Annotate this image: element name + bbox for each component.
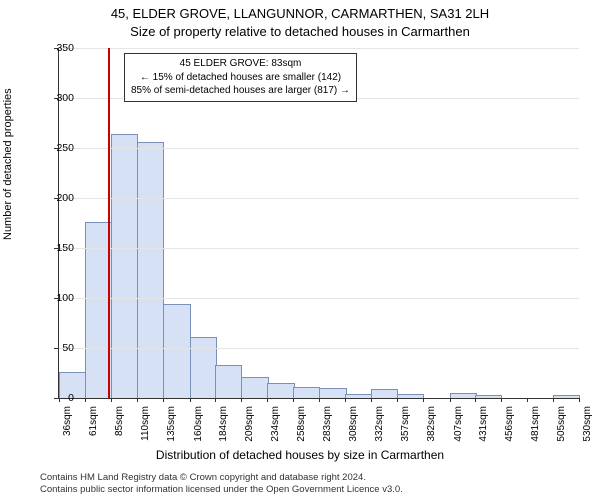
x-tick-mark bbox=[553, 398, 554, 402]
x-tick-label: 481sqm bbox=[530, 406, 541, 442]
credits-line-2: Contains public sector information licen… bbox=[40, 484, 403, 496]
x-tick-label: 36sqm bbox=[62, 406, 73, 436]
histogram-bar bbox=[293, 387, 321, 398]
x-tick-label: 85sqm bbox=[114, 406, 125, 436]
x-axis-label: Distribution of detached houses by size … bbox=[0, 448, 600, 462]
x-tick-label: 530sqm bbox=[582, 406, 593, 442]
x-tick-mark bbox=[450, 398, 451, 402]
x-tick-label: 135sqm bbox=[166, 406, 177, 442]
histogram-bar bbox=[241, 377, 269, 398]
grid-line bbox=[59, 248, 579, 249]
x-tick-label: 110sqm bbox=[140, 406, 151, 441]
x-tick-label: 505sqm bbox=[556, 406, 567, 442]
chart-subtitle: Size of property relative to detached ho… bbox=[0, 24, 600, 39]
y-tick-label: 250 bbox=[46, 142, 74, 154]
x-tick-mark bbox=[163, 398, 164, 402]
x-tick-mark bbox=[397, 398, 398, 402]
plot-area: 36sqm61sqm85sqm110sqm135sqm160sqm184sqm2… bbox=[58, 48, 579, 399]
x-tick-label: 332sqm bbox=[374, 406, 385, 442]
y-tick-label: 50 bbox=[46, 342, 74, 354]
x-tick-label: 234sqm bbox=[270, 406, 281, 442]
histogram-bar bbox=[267, 383, 295, 398]
histogram-bar bbox=[190, 337, 218, 398]
x-tick-mark bbox=[527, 398, 528, 402]
x-tick-mark bbox=[215, 398, 216, 402]
x-tick-label: 160sqm bbox=[193, 406, 204, 442]
histogram-bar bbox=[450, 393, 478, 398]
credits-line-1: Contains HM Land Registry data © Crown c… bbox=[40, 472, 403, 484]
x-tick-label: 431sqm bbox=[478, 406, 489, 442]
annotation-box: 45 ELDER GROVE: 83sqm← 15% of detached h… bbox=[124, 53, 357, 102]
x-tick-mark bbox=[241, 398, 242, 402]
grid-line bbox=[59, 148, 579, 149]
histogram-bar bbox=[137, 142, 165, 398]
histogram-bar bbox=[319, 388, 347, 398]
x-tick-mark bbox=[190, 398, 191, 402]
x-tick-label: 382sqm bbox=[426, 406, 437, 442]
x-tick-mark bbox=[137, 398, 138, 402]
x-tick-mark bbox=[319, 398, 320, 402]
histogram-bar bbox=[371, 389, 399, 398]
x-tick-mark bbox=[293, 398, 294, 402]
histogram-bar bbox=[111, 134, 139, 398]
x-tick-label: 407sqm bbox=[453, 406, 464, 442]
x-tick-mark bbox=[267, 398, 268, 402]
annotation-line-2: ← 15% of detached houses are smaller (14… bbox=[131, 71, 350, 85]
x-tick-label: 61sqm bbox=[88, 406, 99, 436]
histogram-bar bbox=[345, 394, 373, 398]
x-tick-mark bbox=[501, 398, 502, 402]
x-tick-label: 357sqm bbox=[400, 406, 411, 442]
annotation-line-3: 85% of semi-detached houses are larger (… bbox=[131, 84, 350, 98]
y-tick-label: 350 bbox=[46, 42, 74, 54]
y-tick-label: 0 bbox=[46, 392, 74, 404]
annotation-line-1: 45 ELDER GROVE: 83sqm bbox=[131, 57, 350, 71]
chart-container: 45, ELDER GROVE, LLANGUNNOR, CARMARTHEN,… bbox=[0, 0, 600, 500]
x-tick-mark bbox=[345, 398, 346, 402]
x-tick-mark bbox=[371, 398, 372, 402]
x-tick-label: 209sqm bbox=[244, 406, 255, 442]
credits: Contains HM Land Registry data © Crown c… bbox=[40, 472, 403, 496]
x-tick-mark bbox=[423, 398, 424, 402]
histogram-bar bbox=[397, 394, 425, 398]
x-tick-label: 283sqm bbox=[322, 406, 333, 442]
grid-line bbox=[59, 198, 579, 199]
y-tick-label: 100 bbox=[46, 292, 74, 304]
y-tick-label: 300 bbox=[46, 92, 74, 104]
x-tick-mark bbox=[475, 398, 476, 402]
histogram-bar bbox=[215, 365, 243, 398]
x-tick-label: 184sqm bbox=[218, 406, 229, 442]
grid-line bbox=[59, 298, 579, 299]
x-tick-mark bbox=[111, 398, 112, 402]
histogram-bar bbox=[163, 304, 191, 398]
x-tick-label: 456sqm bbox=[504, 406, 515, 442]
grid-line bbox=[59, 48, 579, 49]
x-tick-label: 308sqm bbox=[348, 406, 359, 442]
x-tick-label: 258sqm bbox=[296, 406, 307, 442]
x-tick-mark bbox=[579, 398, 580, 402]
y-tick-label: 150 bbox=[46, 242, 74, 254]
marker-line bbox=[108, 48, 110, 398]
x-tick-mark bbox=[85, 398, 86, 402]
histogram-bar bbox=[475, 395, 503, 398]
y-tick-label: 200 bbox=[46, 192, 74, 204]
grid-line bbox=[59, 348, 579, 349]
chart-title: 45, ELDER GROVE, LLANGUNNOR, CARMARTHEN,… bbox=[0, 6, 600, 21]
y-axis-label: Number of detached properties bbox=[2, 88, 14, 240]
histogram-bar bbox=[553, 395, 581, 398]
